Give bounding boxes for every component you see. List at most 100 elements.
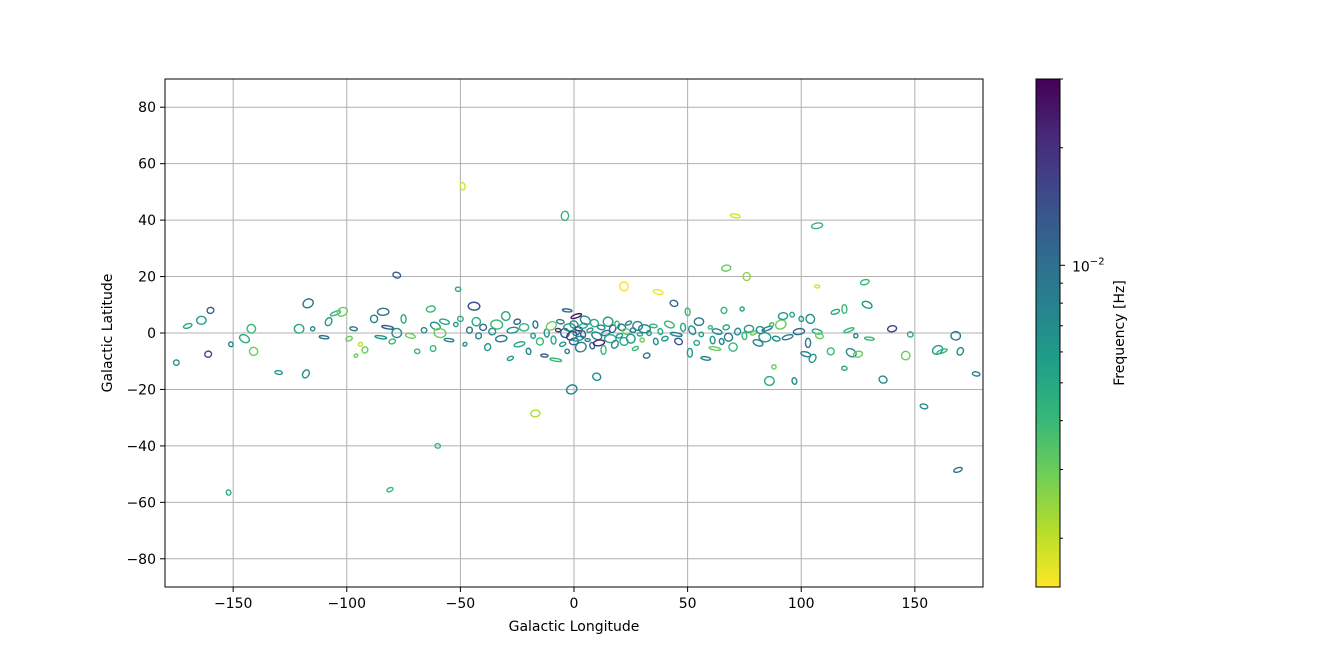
source-ellipse (661, 335, 669, 342)
source-ellipse (172, 359, 180, 367)
source-ellipse (560, 210, 570, 222)
x-tick-label: −150 (214, 596, 252, 612)
source-ellipse (564, 348, 571, 355)
grid-lines (165, 79, 983, 587)
source-ellipse (532, 320, 539, 329)
source-ellipse (777, 311, 789, 321)
source-ellipse (592, 372, 602, 382)
source-ellipse (525, 347, 532, 356)
source-ellipse (739, 306, 745, 312)
source-ellipse (729, 213, 741, 219)
y-tick-label: 40 (138, 213, 156, 229)
source-ellipses (172, 181, 981, 496)
source-ellipse (610, 339, 619, 349)
source-ellipse (693, 339, 701, 346)
source-ellipse (572, 335, 585, 342)
source-ellipse (506, 355, 515, 362)
source-ellipse (227, 341, 234, 348)
source-ellipse (956, 346, 965, 356)
source-ellipse (859, 278, 870, 286)
source-ellipse (845, 347, 857, 358)
source-ellipse (826, 347, 835, 356)
source-ellipse (669, 331, 683, 338)
source-ellipse (615, 332, 624, 339)
source-ellipse (707, 324, 713, 330)
source-ellipse (400, 313, 407, 324)
source-ellipse (324, 317, 333, 327)
source-ellipse (500, 311, 511, 322)
x-tick-label: 50 (679, 596, 697, 612)
source-ellipse (752, 338, 764, 347)
source-ellipse (376, 307, 390, 317)
source-ellipse (353, 353, 359, 358)
source-ellipse (420, 326, 428, 334)
x-tick-label: 150 (901, 596, 928, 612)
source-ellipse (625, 333, 636, 344)
source-ellipse (763, 375, 775, 387)
source-ellipse (798, 315, 805, 323)
x-axis-ticks: −150 −100 −50 0 50 100 150 (214, 587, 928, 612)
source-ellipse (743, 324, 755, 333)
source-ellipse (693, 317, 705, 327)
source-ellipse (391, 327, 403, 339)
source-ellipse (386, 486, 394, 493)
source-ellipse (561, 308, 573, 313)
source-ellipse (733, 327, 742, 336)
source-ellipse (506, 326, 519, 334)
source-ellipse (698, 331, 705, 338)
source-ellipse (392, 271, 402, 279)
source-ellipse (479, 323, 488, 332)
source-ellipse (584, 337, 591, 343)
y-tick-label: 0 (147, 326, 156, 342)
y-axis-ticks: −80 −60 −40 −20 0 20 40 60 80 (126, 100, 165, 568)
colorbar-label: Frequency [Hz] (1112, 280, 1128, 386)
source-ellipse (345, 335, 353, 342)
source-ellipse (530, 332, 537, 340)
source-ellipse (619, 281, 629, 292)
source-ellipse (413, 348, 421, 355)
source-ellipse (467, 301, 481, 311)
source-ellipse (433, 327, 447, 339)
source-ellipse (558, 341, 567, 348)
source-ellipse (742, 271, 751, 282)
y-tick-label: 20 (138, 270, 156, 286)
source-ellipse (357, 341, 364, 347)
source-ellipse (336, 306, 348, 317)
source-ellipse (723, 332, 734, 342)
source-ellipse (657, 327, 664, 336)
x-tick-label: −50 (446, 596, 476, 612)
source-ellipse (274, 369, 284, 376)
source-ellipse (771, 335, 781, 342)
source-ellipse (302, 298, 314, 309)
source-ellipse (182, 322, 193, 330)
source-ellipse (708, 346, 722, 352)
source-ellipse (349, 326, 359, 332)
y-tick-label: −80 (126, 552, 156, 568)
source-ellipse (728, 342, 738, 352)
source-ellipse (513, 318, 522, 325)
source-ellipse (462, 341, 468, 347)
source-ellipse (769, 322, 775, 328)
source-ellipse (758, 331, 772, 343)
source-ellipse (579, 330, 587, 339)
source-ellipse (301, 369, 310, 379)
source-ellipse (936, 348, 948, 355)
source-ellipse (494, 334, 508, 343)
source-ellipse (721, 264, 732, 272)
source-ellipse (381, 324, 395, 330)
source-ellipse (861, 300, 873, 309)
y-axis-label: Galactic Latitude (100, 274, 116, 393)
source-ellipse (700, 355, 712, 361)
source-ellipse (804, 337, 812, 349)
source-ellipse (639, 337, 645, 343)
source-ellipse (863, 336, 875, 341)
source-ellipse (603, 334, 617, 344)
source-ellipse (709, 335, 716, 345)
source-ellipse (248, 346, 259, 357)
source-ellipse (781, 334, 794, 341)
source-ellipse (906, 331, 914, 338)
source-ellipse (453, 321, 459, 328)
source-ellipse (663, 320, 675, 329)
source-ellipse (852, 333, 859, 339)
